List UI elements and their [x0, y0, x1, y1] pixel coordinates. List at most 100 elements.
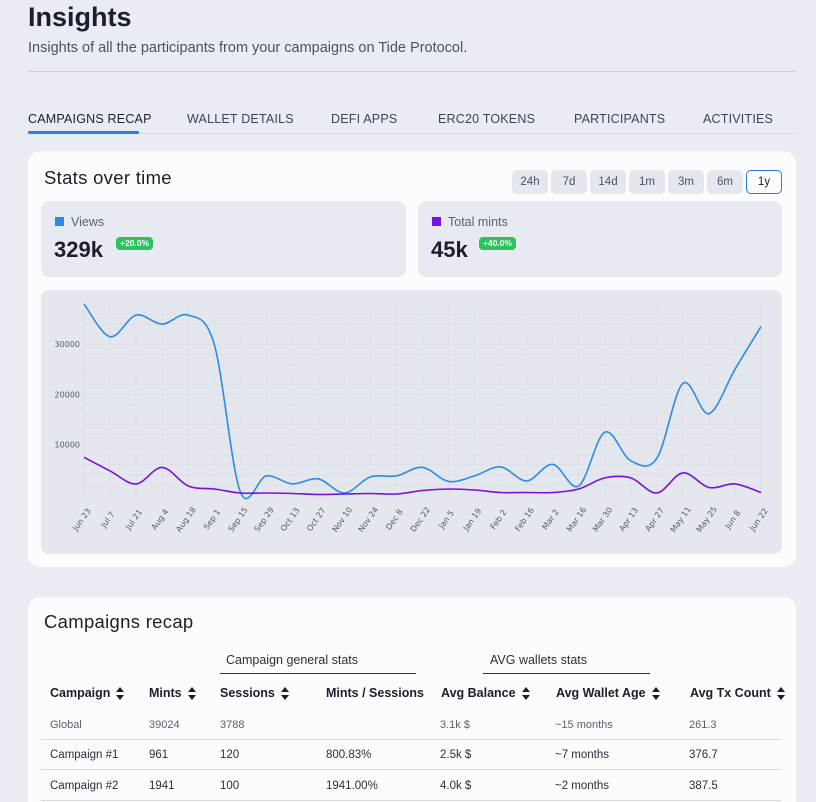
- sort-icon: [187, 687, 196, 700]
- column-header-campaign[interactable]: Campaign: [50, 686, 125, 700]
- table-row[interactable]: Campaign #1 961 120 800.83% 2.5k $ ~7 mo…: [41, 740, 782, 770]
- tab-wallet-details[interactable]: WALLET DETAILS: [187, 112, 294, 126]
- cell-tx: 376.7: [689, 749, 718, 761]
- range-1y-button[interactable]: 1y: [746, 170, 782, 194]
- cell-balance: 3.1k $: [440, 719, 470, 731]
- x-tick-label: Jul 21: [123, 508, 144, 532]
- column-header-avg-balance[interactable]: Avg Balance: [441, 686, 530, 700]
- cell-balance: 2.5k $: [440, 749, 472, 761]
- cell-campaign: Campaign #2: [50, 780, 119, 792]
- column-header-sessions-label: Sessions: [220, 686, 275, 700]
- sort-icon: [280, 687, 289, 700]
- range-24h-button[interactable]: 24h: [512, 170, 548, 194]
- x-tick-label: Oct 27: [305, 506, 328, 533]
- table-row[interactable]: Campaign #2 1941 100 1941.00% 4.0k $ ~2 …: [41, 771, 782, 801]
- range-14d-button[interactable]: 14d: [590, 170, 626, 194]
- cell-tx: 387.5: [689, 780, 718, 792]
- cell-age: ~2 months: [555, 780, 610, 792]
- views-stat-label: Views: [55, 215, 104, 229]
- active-tab-indicator: [28, 131, 139, 134]
- cell-campaign: Campaign #1: [50, 749, 119, 761]
- sort-icon: [116, 687, 125, 700]
- range-1m-button[interactable]: 1m: [629, 170, 665, 194]
- stats-line-chart: 10000 20000 30000 Jun 23 Jul 7 Jul 21 Aug 4 Aug…: [41, 290, 782, 554]
- group-underline-wallets: [483, 673, 650, 674]
- x-tick-label: Jan 19: [461, 507, 483, 534]
- sort-icon: [651, 687, 660, 700]
- x-tick-label: May 11: [669, 505, 693, 534]
- cell-ratio: 1941.00%: [326, 780, 378, 792]
- tab-campaigns-recap[interactable]: CAMPAIGNS RECAP: [28, 112, 152, 126]
- x-tick-label: Feb 2: [489, 508, 509, 531]
- mints-value: 45k: [431, 237, 468, 262]
- cell-age: ~7 months: [555, 749, 610, 761]
- mints-stat-box: Total mints 45k +40.0%: [418, 201, 782, 277]
- column-header-mints[interactable]: Mints: [149, 686, 196, 700]
- y-tick-label: 10000: [55, 441, 80, 450]
- stats-over-time-card: Stats over time 24h 7d 14d 1m 3m 6m 1y V…: [28, 151, 796, 567]
- chart-svg: 10000 20000 30000 Jun 23 Jul 7 Jul 21 Aug 4 Aug…: [55, 303, 770, 534]
- column-header-mints-sessions[interactable]: Mints / Sessions: [326, 686, 424, 700]
- y-tick-label: 20000: [55, 390, 80, 399]
- mints-stat-label: Total mints: [432, 215, 508, 229]
- cell-balance: 4.0k $: [440, 780, 472, 792]
- campaigns-recap-card: Campaigns recap Campaign general stats A…: [28, 597, 796, 802]
- range-6m-button[interactable]: 6m: [707, 170, 743, 194]
- sort-icon: [776, 687, 785, 700]
- x-tick-label: Oct 13: [279, 506, 302, 533]
- series-line-total-mints: [83, 456, 762, 496]
- column-header-avg-wallet-age[interactable]: Avg Wallet Age: [556, 686, 660, 700]
- tab-erc20-tokens[interactable]: ERC20 TOKENS: [438, 112, 536, 126]
- x-tick-label: Nov 24: [357, 505, 381, 533]
- views-stat-box: Views 329k +20.0%: [41, 201, 406, 277]
- mints-change-badge: +40.0%: [479, 237, 517, 250]
- x-tick-label: May 25: [695, 505, 719, 534]
- x-tick-label: Mar 2: [540, 508, 560, 532]
- x-tick-label: Aug 4: [150, 507, 171, 531]
- x-tick-label: Sep 29: [253, 506, 276, 534]
- x-tick-label: Jun 23: [70, 507, 92, 534]
- group-underline-general: [220, 673, 416, 674]
- x-tick-label: Dec 22: [409, 505, 433, 533]
- range-7d-button[interactable]: 7d: [551, 170, 587, 194]
- x-tick-label: Mar 16: [565, 506, 588, 534]
- column-header-sessions[interactable]: Sessions: [220, 686, 289, 700]
- x-tick-label: Jun 8: [723, 509, 742, 531]
- x-tick-label: Sep 1: [202, 508, 222, 532]
- views-value: 329k: [54, 237, 103, 262]
- tab-defi-apps[interactable]: DEFI APPS: [331, 112, 398, 126]
- range-3m-button[interactable]: 3m: [668, 170, 704, 194]
- cell-mints: 961: [149, 749, 169, 761]
- tab-activities[interactable]: ACTIVITIES: [703, 112, 774, 126]
- x-tick-label: Mar 30: [591, 506, 614, 534]
- header-divider: [28, 71, 796, 72]
- cell-tx: 261.3: [689, 719, 717, 731]
- cell-sessions: 3788: [220, 719, 245, 731]
- x-tick-label: Jul 7: [99, 510, 117, 530]
- views-label-text: Views: [71, 215, 105, 229]
- y-tick-label: 30000: [55, 340, 80, 349]
- column-header-avg-tx-count-label: Avg Tx Count: [690, 686, 771, 700]
- x-tick-label: Aug 18: [174, 505, 198, 533]
- cell-mints: 1941: [149, 780, 175, 792]
- column-header-avg-balance-label: Avg Balance: [441, 686, 516, 700]
- views-legend-swatch: [55, 217, 64, 226]
- x-tick-label: Jan 5: [437, 509, 456, 531]
- column-header-avg-wallet-age-label: Avg Wallet Age: [556, 686, 646, 700]
- tab-participants[interactable]: PARTICIPANTS: [574, 112, 666, 126]
- x-tick-label: Dec 8: [384, 508, 405, 532]
- column-header-avg-tx-count[interactable]: Avg Tx Count: [690, 686, 785, 700]
- column-header-mints-label: Mints: [149, 686, 182, 700]
- cell-sessions: 120: [220, 749, 240, 761]
- cell-ratio: 800.83%: [326, 749, 372, 761]
- x-tick-label: Jun 22: [747, 507, 769, 534]
- cell-sessions: 100: [220, 780, 240, 792]
- x-tick-label: Nov 10: [331, 505, 355, 533]
- group-header-wallets: AVG wallets stats: [490, 653, 588, 667]
- mints-legend-swatch: [432, 217, 441, 226]
- cell-campaign: Global: [50, 719, 82, 731]
- group-header-general: Campaign general stats: [226, 653, 359, 667]
- series-line-views: [83, 303, 762, 500]
- recap-card-title: Campaigns recap: [44, 611, 194, 632]
- mints-label-text: Total mints: [448, 215, 508, 229]
